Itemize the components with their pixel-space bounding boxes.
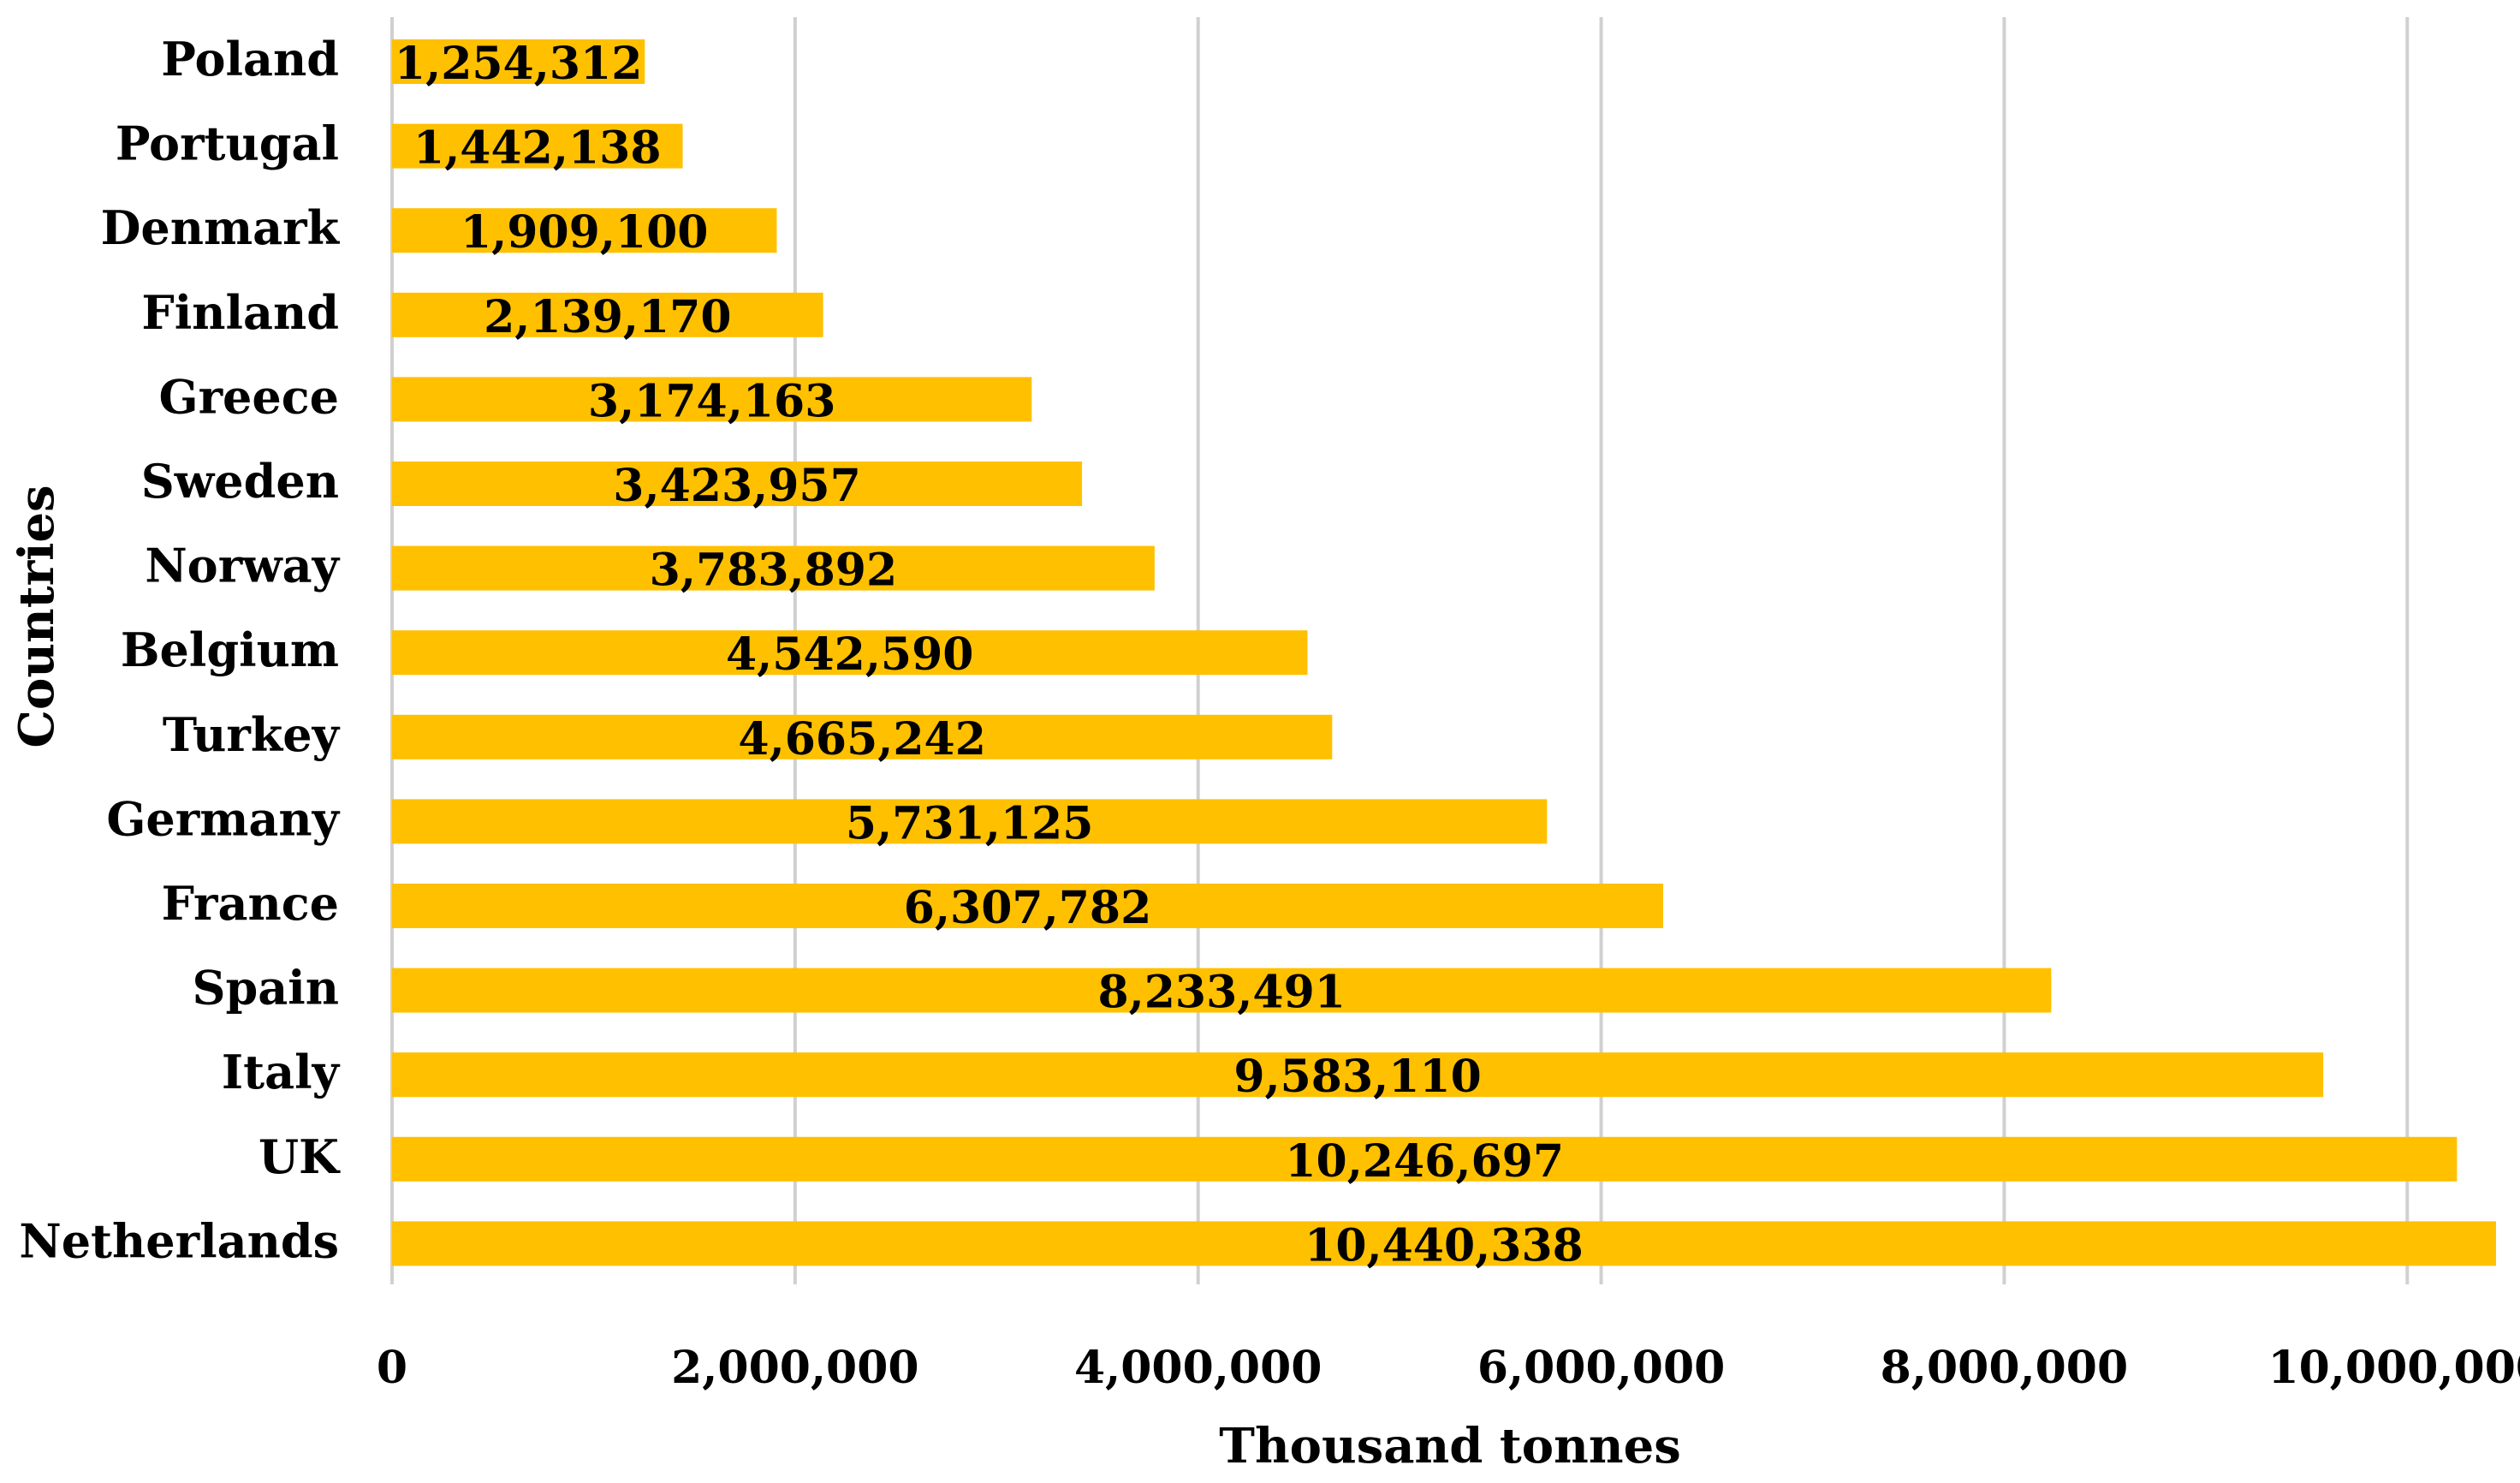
x-tick-label: 10,000,000 — [2267, 1342, 2520, 1394]
bar — [392, 714, 1333, 759]
category-label: Italy — [222, 1045, 341, 1099]
bar-value-label: 10,440,338 — [1305, 1219, 1584, 1272]
bar-value-label: 4,542,590 — [726, 628, 973, 681]
category-label: Turkey — [163, 707, 341, 762]
bar — [392, 968, 2052, 1013]
x-tick-label: 4,000,000 — [1074, 1342, 1322, 1394]
bar — [392, 799, 1548, 844]
category-label: Greece — [158, 369, 339, 424]
bar-value-label: 1,254,312 — [395, 38, 642, 90]
bar-value-label: 6,307,782 — [904, 882, 1151, 934]
x-tick-labels: 0 2,000,000 4,000,000 6,000,000 8,000,000 10,… — [377, 1342, 2520, 1394]
category-label: Norway — [145, 539, 340, 593]
bar-value-label: 8,233,491 — [1097, 967, 1345, 1019]
bar — [392, 208, 777, 253]
category-label: Netherlands — [19, 1213, 339, 1268]
category-label: Sweden — [141, 454, 339, 509]
bar — [392, 39, 645, 84]
bar-value-label: 3,783,892 — [650, 545, 897, 597]
bar — [392, 1052, 2324, 1098]
bar-value-label: 1,442,138 — [413, 122, 661, 175]
x-tick-label: 8,000,000 — [1881, 1342, 2128, 1394]
category-label: France — [162, 876, 339, 931]
bar — [392, 545, 1155, 591]
category-label: UK — [259, 1129, 341, 1184]
x-axis-title: Thousand tonnes — [1219, 1418, 1680, 1474]
bar — [392, 377, 1032, 422]
bar-value-label: 9,583,110 — [1233, 1051, 1481, 1103]
bars: 1,254,312 1,442,138 1,909,100 2,139,170 3,17… — [392, 38, 2496, 1272]
bar-value-label: 3,174,163 — [588, 375, 835, 427]
bar-value-label: 10,246,697 — [1285, 1135, 1564, 1188]
x-tick-label: 2,000,000 — [671, 1342, 918, 1394]
bar — [392, 1221, 2496, 1266]
category-label: Germany — [106, 791, 340, 846]
y-axis-title: Countries — [9, 485, 65, 747]
category-label: Poland — [161, 32, 339, 86]
x-tick-label: 0 — [377, 1342, 407, 1394]
bar — [392, 462, 1083, 506]
bar-value-label: 3,423,957 — [613, 460, 860, 512]
category-label: Portugal — [116, 116, 339, 171]
bar — [392, 884, 1664, 928]
bar — [392, 292, 823, 337]
bar-value-label: 5,731,125 — [846, 797, 1093, 849]
bar — [392, 123, 683, 169]
x-tick-label: 6,000,000 — [1477, 1342, 1725, 1394]
bar-value-label: 4,665,242 — [738, 713, 985, 765]
bar — [392, 630, 1308, 676]
bar — [392, 1136, 2458, 1182]
category-label: Belgium — [121, 622, 339, 677]
bar-value-label: 2,139,170 — [484, 291, 731, 343]
bar-value-label: 1,909,100 — [461, 206, 708, 259]
category-label: Denmark — [101, 200, 341, 255]
category-labels: Poland Portugal Denmark Finland Greece Sweden… — [19, 32, 341, 1268]
category-label: Spain — [192, 961, 339, 1015]
category-label: Finland — [141, 285, 339, 340]
